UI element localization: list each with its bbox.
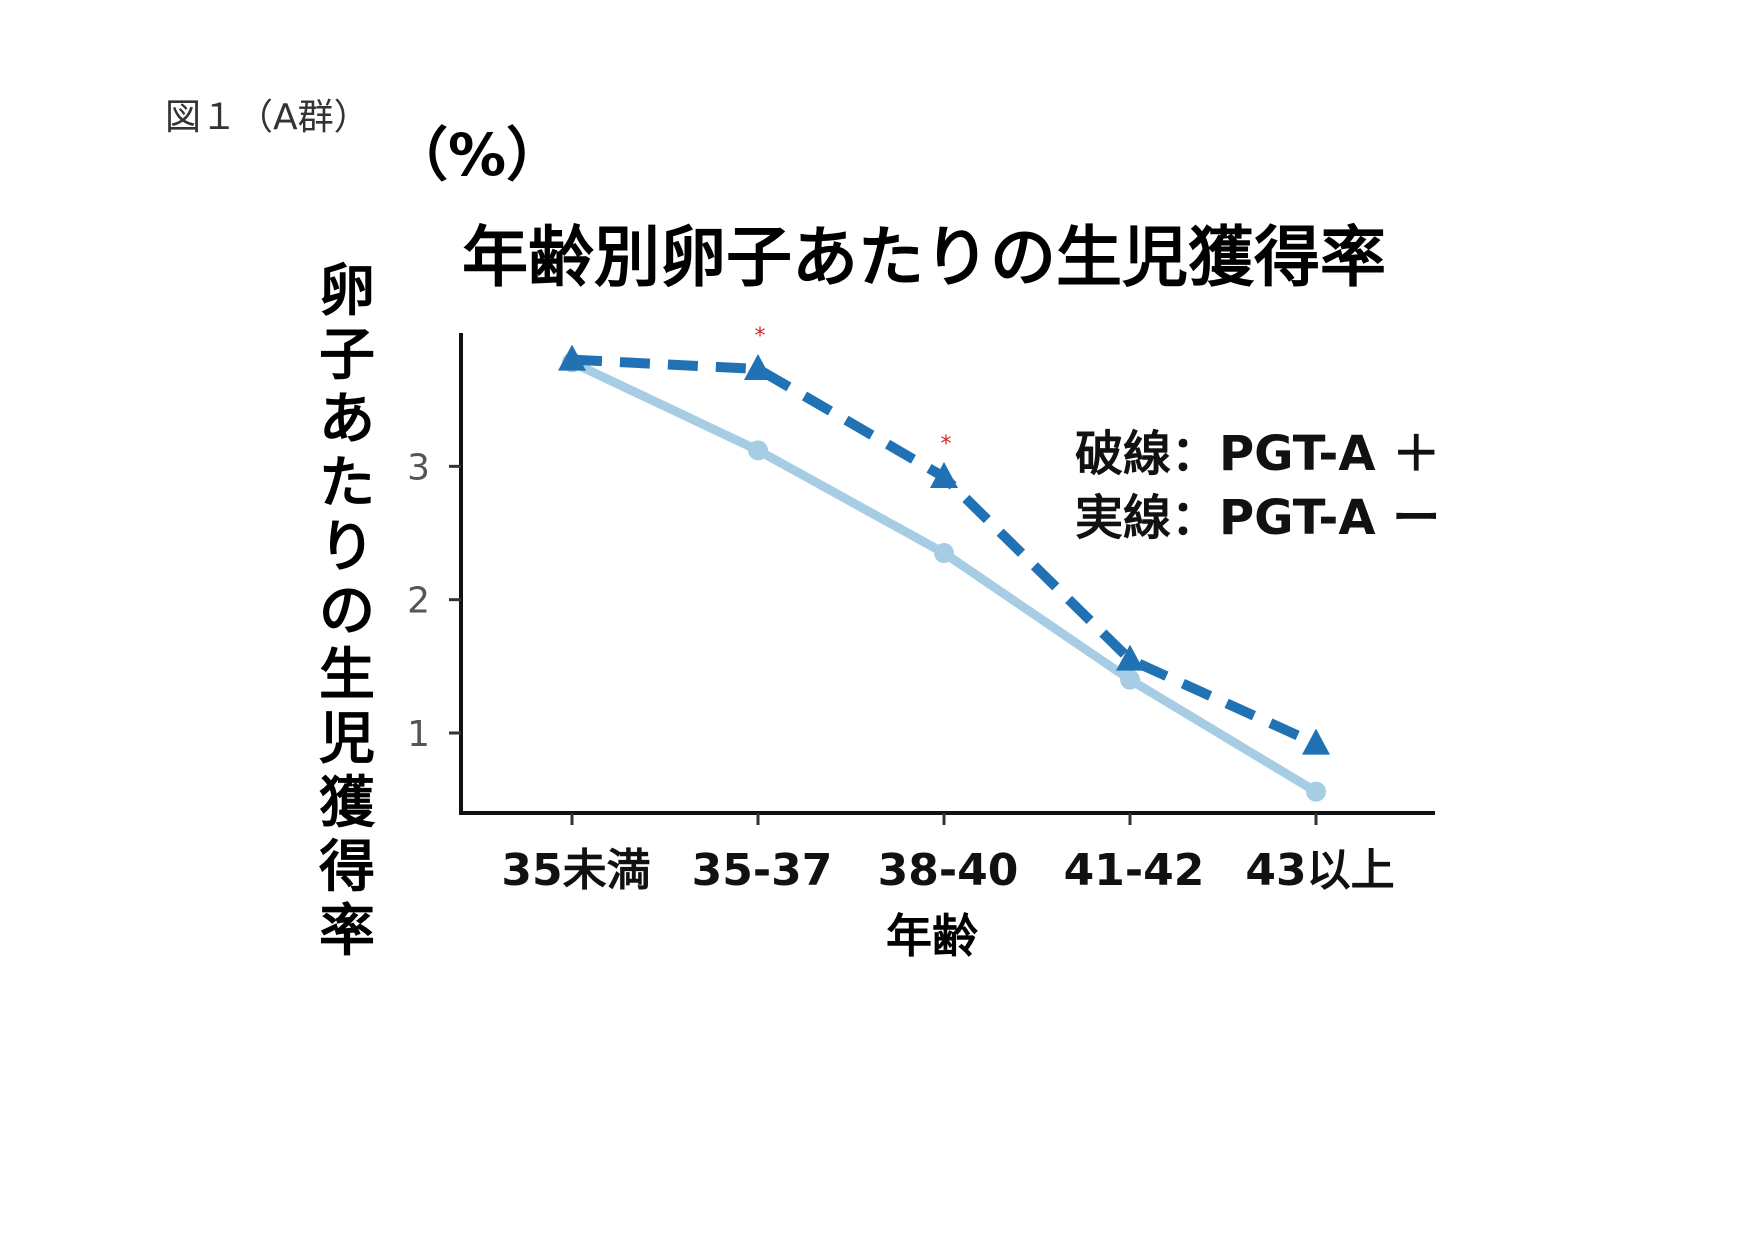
data-point-circle bbox=[1306, 781, 1326, 802]
y-axis-label-char: 率 bbox=[319, 899, 375, 964]
y-axis-label-char: の bbox=[319, 579, 375, 644]
y-axis-label-char: 児 bbox=[319, 707, 375, 772]
y-axis-label-char: 獲 bbox=[319, 771, 376, 836]
y-ticks: 1 2 3 bbox=[407, 447, 461, 755]
data-point-triangle bbox=[744, 354, 772, 380]
chart-title: 年齢別卵子あたりの生児獲得率 bbox=[462, 219, 1386, 296]
x-ticks: 35未満 35-37 38-40 41-42 43以上 bbox=[501, 813, 1395, 896]
y-axis-label-char: 生 bbox=[319, 643, 375, 708]
y-axis-label-char: 子 bbox=[319, 323, 375, 388]
y-unit-label: （%） bbox=[390, 121, 564, 189]
data-point-circle bbox=[934, 543, 954, 563]
figure-label: 図１（A群） bbox=[165, 97, 370, 138]
series-layer: ** bbox=[558, 324, 1330, 802]
x-tick-label: 35未満 bbox=[501, 845, 650, 896]
data-point-triangle bbox=[930, 462, 958, 488]
data-point-triangle bbox=[1302, 728, 1330, 755]
data-point-circle bbox=[1120, 669, 1140, 690]
significance-mark: * bbox=[941, 432, 952, 457]
data-point-triangle bbox=[1116, 644, 1144, 671]
y-axis-label-char: あ bbox=[319, 387, 375, 452]
legend-entry: 破線：PGT-A ＋ bbox=[1075, 426, 1440, 482]
x-axis-label: 年齢 bbox=[886, 909, 978, 963]
y-tick-label: 2 bbox=[407, 581, 430, 622]
legend: 破線：PGT-A ＋ 実線：PGT-A ー bbox=[1075, 426, 1440, 546]
data-point-circle bbox=[748, 440, 768, 461]
legend-entry: 実線：PGT-A ー bbox=[1075, 490, 1440, 546]
data-point-triangle bbox=[558, 344, 586, 371]
y-axis-label-char: り bbox=[319, 515, 375, 580]
x-tick-label: 38-40 bbox=[878, 845, 1019, 896]
y-tick-label: 3 bbox=[407, 447, 430, 488]
y-axis-label: 卵子あたりの生児獲得率 bbox=[319, 259, 376, 964]
y-tick-label: 1 bbox=[407, 714, 430, 755]
y-axis-label-char: 得 bbox=[319, 835, 375, 900]
x-tick-label: 41-42 bbox=[1064, 845, 1205, 896]
y-axis-label-char: 卵 bbox=[319, 259, 375, 324]
significance-mark: * bbox=[755, 324, 766, 349]
y-axis-label-char: た bbox=[319, 451, 375, 516]
x-tick-label: 43以上 bbox=[1245, 845, 1394, 896]
x-tick-label: 35-37 bbox=[692, 845, 833, 896]
